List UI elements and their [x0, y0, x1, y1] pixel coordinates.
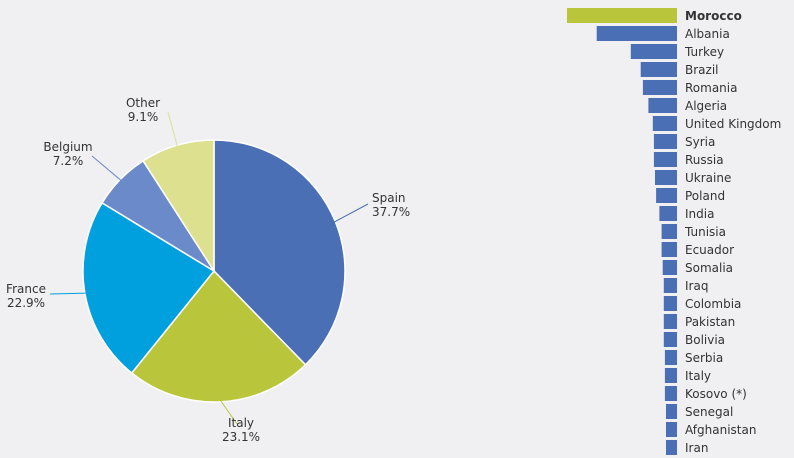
bar-label-afghanistan: Afghanistan	[685, 423, 756, 437]
bar-pakistan[interactable]	[663, 314, 677, 329]
bar-label-brazil: Brazil	[685, 63, 719, 77]
bar-label-turkey: Turkey	[684, 45, 724, 59]
bar-label-senegal: Senegal	[685, 405, 733, 419]
pie-label-belgium: Belgium	[43, 140, 92, 154]
pie-label-other: Other	[126, 96, 160, 110]
pie-value-belgium: 7.2%	[53, 154, 84, 168]
bar-label-algeria: Algeria	[685, 99, 727, 113]
bar-algeria[interactable]	[648, 98, 677, 113]
bar-label-russia: Russia	[685, 153, 724, 167]
bar-label-poland: Poland	[685, 189, 725, 203]
pie-value-france: 22.9%	[7, 296, 45, 310]
bar-label-iran: Iran	[685, 441, 708, 455]
leader-line-spain	[333, 203, 369, 223]
bar-poland[interactable]	[656, 188, 677, 203]
bar-label-morocco: Morocco	[685, 9, 742, 23]
leader-line-italy	[219, 399, 238, 425]
bar-romania[interactable]	[642, 80, 677, 95]
bar-label-ecuador: Ecuador	[685, 243, 734, 257]
bar-label-italy: Italy	[685, 369, 711, 383]
leader-line-france	[49, 292, 87, 295]
bar-label-serbia: Serbia	[685, 351, 723, 365]
bar-label-syria: Syria	[685, 135, 715, 149]
bar-albania[interactable]	[596, 26, 677, 41]
bar-label-united-kingdom: United Kingdom	[685, 117, 781, 131]
bar-tunisia[interactable]	[661, 224, 677, 239]
bar-bolivia[interactable]	[663, 332, 677, 347]
pie-label-france: France	[6, 282, 46, 296]
bar-label-ukraine: Ukraine	[685, 171, 731, 185]
bar-label-iraq: Iraq	[685, 279, 708, 293]
bar-kosovo[interactable]	[664, 386, 677, 401]
leader-line-belgium	[91, 155, 122, 182]
bar-label-pakistan: Pakistan	[685, 315, 735, 329]
bar-somalia[interactable]	[662, 260, 677, 275]
pie-value-spain: 37.7%	[372, 205, 410, 219]
bar-russia[interactable]	[653, 152, 677, 167]
bar-afghanistan[interactable]	[666, 422, 677, 437]
pie-value-italy: 23.1%	[222, 430, 260, 444]
bar-label-somalia: Somalia	[685, 261, 733, 275]
bar-morocco[interactable]	[567, 8, 677, 23]
bar-label-bolivia: Bolivia	[685, 333, 725, 347]
bar-colombia[interactable]	[663, 296, 677, 311]
bar-label-albania: Albania	[685, 27, 730, 41]
pie-label-spain: Spain	[372, 191, 406, 205]
bar-turkey[interactable]	[630, 44, 677, 59]
bar-label-kosovo: Kosovo (*)	[685, 387, 747, 401]
bar-chart: Morocco Albania Turkey Brazil Romania Algeria…	[567, 8, 781, 455]
pie-label-italy: Italy	[228, 416, 254, 430]
bar-united-kingdom[interactable]	[652, 116, 677, 131]
leader-line-other	[167, 111, 179, 148]
bar-iraq[interactable]	[663, 278, 677, 293]
bar-brazil[interactable]	[640, 62, 677, 77]
bar-serbia[interactable]	[664, 350, 677, 365]
bar-label-tunisia: Tunisia	[684, 225, 726, 239]
bar-syria[interactable]	[653, 134, 677, 149]
bar-ukraine[interactable]	[655, 170, 677, 185]
pie-value-other: 9.1%	[128, 110, 159, 124]
bar-label-india: India	[685, 207, 714, 221]
bar-label-romania: Romania	[685, 81, 737, 95]
bar-ecuador[interactable]	[661, 242, 677, 257]
pie-slice-italy[interactable]	[130, 269, 307, 403]
bar-label-colombia: Colombia	[685, 297, 741, 311]
bar-italy[interactable]	[664, 368, 677, 383]
bar-iran[interactable]	[666, 440, 677, 455]
bar-senegal[interactable]	[666, 404, 677, 419]
bar-india[interactable]	[659, 206, 677, 221]
